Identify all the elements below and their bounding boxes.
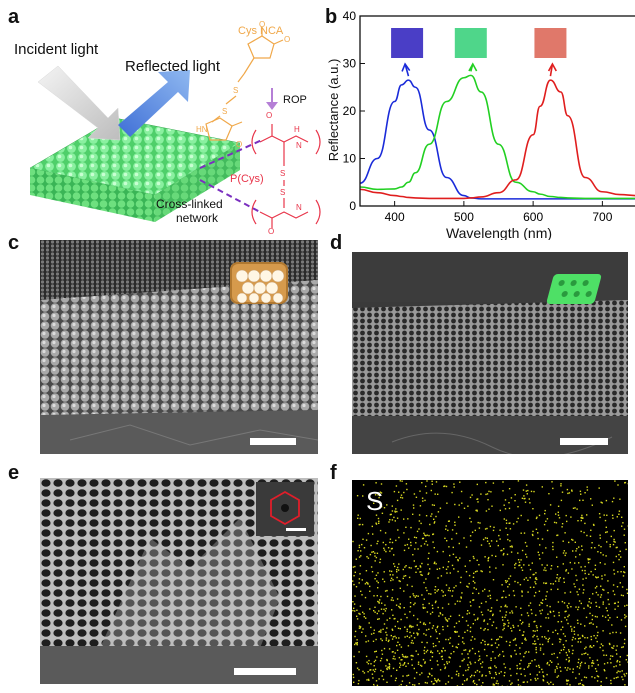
- element-label-s: S: [366, 486, 384, 516]
- inset-hexagon: [256, 482, 314, 536]
- inset-particle-model: [230, 262, 288, 304]
- film-front: [30, 168, 155, 222]
- reflected-light-label: Reflected light: [125, 58, 221, 75]
- eds-map-f: S: [352, 480, 628, 686]
- sem-image-d: [352, 252, 628, 454]
- y-tick-label: 30: [343, 57, 357, 71]
- svg-text:H: H: [294, 125, 300, 134]
- reflectance-chart: Reflectance (a.u.) Wavelength (nm) 400 50…: [326, 10, 635, 240]
- panel-label-f: f: [330, 462, 337, 484]
- rop-label: ROP: [283, 94, 307, 106]
- svg-text:O: O: [284, 35, 290, 44]
- svg-text:N: N: [296, 141, 302, 150]
- color-swatch-1: [391, 28, 424, 58]
- svg-text:S: S: [233, 86, 238, 95]
- swatch-arrowhead-2: [468, 62, 478, 72]
- svg-text:S: S: [280, 169, 285, 178]
- svg-text:O: O: [236, 140, 242, 149]
- network-label-line2: network: [176, 211, 219, 225]
- reflected-light-arrow: [118, 70, 190, 137]
- series-line-2: [359, 74, 635, 200]
- panel-a-schematic: Incident light Reflected light O O S S O…: [14, 20, 321, 235]
- svg-text:S: S: [280, 188, 285, 197]
- cys-nca-structure: O O S S O HN: [196, 20, 290, 149]
- connector-upper: [199, 139, 263, 169]
- pcys-label: P(Cys): [230, 173, 264, 185]
- x-tick-label: 700: [592, 210, 612, 224]
- cys-nca-label: Cys NCA: [238, 25, 284, 37]
- scale-bar-e-inset: [286, 528, 306, 531]
- svg-text:HN: HN: [196, 125, 208, 134]
- svg-text:O: O: [266, 111, 272, 120]
- sem-image-e: [40, 478, 318, 684]
- incident-light-arrow: [37, 65, 121, 141]
- sem-image-c: [40, 240, 318, 454]
- svg-text:N: N: [296, 203, 302, 212]
- series-line-3: [359, 79, 635, 200]
- scale-bar-d: [560, 438, 608, 445]
- x-tick-label: 500: [454, 210, 474, 224]
- panel-label-e: e: [8, 462, 20, 484]
- rop-arrow: [266, 88, 278, 110]
- x-tick-label: 600: [523, 210, 543, 224]
- panel-label-a: a: [8, 6, 20, 28]
- y-tick-label: 20: [343, 104, 357, 118]
- svg-text:O: O: [259, 20, 265, 29]
- swatch-arrowhead-3: [547, 62, 557, 72]
- scale-bar-e: [234, 668, 296, 675]
- y-tick-label: 10: [343, 152, 357, 166]
- pcys-structure: O H N S S O N: [251, 111, 321, 235]
- inset-inverse-opal-model: [545, 274, 603, 304]
- panel-label-c: c: [8, 232, 20, 254]
- x-axis-label: Wavelength (nm): [446, 225, 552, 240]
- color-swatch-3: [534, 28, 567, 58]
- y-tick-label: 40: [343, 10, 357, 23]
- x-tick-label: 400: [385, 210, 405, 224]
- network-label-line1: Cross-linked: [156, 197, 223, 211]
- panel-label-b: b: [325, 6, 338, 28]
- svg-text:S: S: [222, 107, 227, 116]
- y-tick-label: 0: [349, 199, 356, 213]
- plot-frame: [359, 15, 635, 207]
- y-axis-label: Reflectance (a.u.): [326, 59, 341, 162]
- color-swatch-2: [454, 28, 487, 58]
- scale-bar-c: [250, 438, 296, 445]
- svg-text:O: O: [268, 227, 274, 235]
- series-line-1: [359, 79, 635, 200]
- panel-label-d: d: [330, 232, 343, 254]
- swatch-arrowhead-1: [401, 62, 411, 72]
- connector-lower: [199, 179, 261, 213]
- incident-light-label: Incident light: [14, 41, 99, 58]
